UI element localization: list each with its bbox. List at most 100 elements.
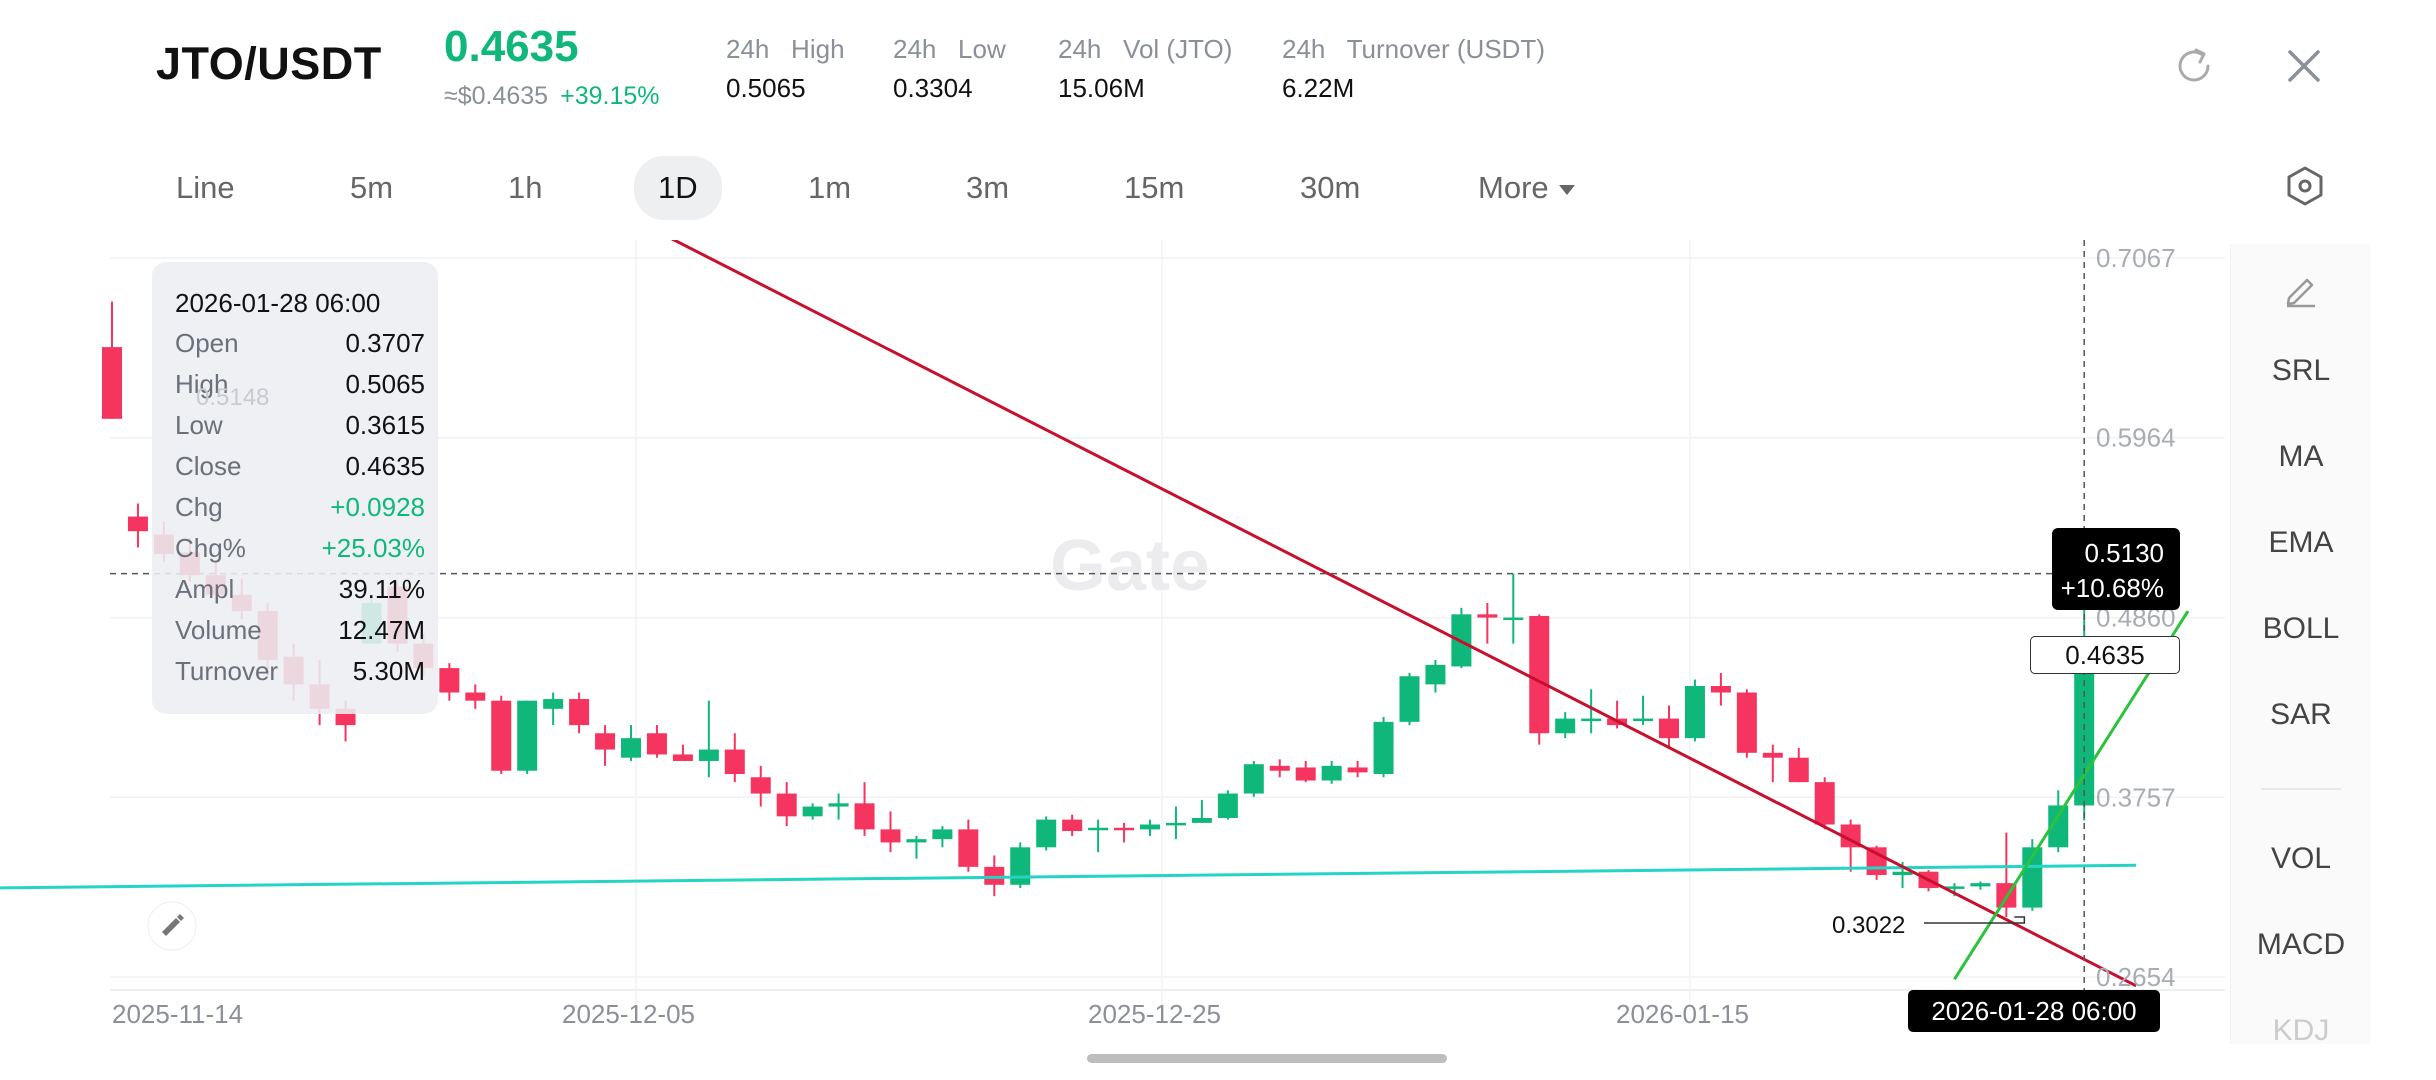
close-icon[interactable] (2282, 44, 2326, 88)
candle-body-up (621, 738, 641, 758)
gate-watermark: Gate (1050, 526, 1210, 606)
tooltip-row-close: Close 0.4635 (175, 451, 425, 482)
candle-body-down (569, 699, 590, 726)
candle-body-down (1477, 614, 1498, 618)
candle-body-down (595, 733, 616, 750)
tooltip-row-high: High 0.5065 (175, 369, 425, 400)
indicator-macd[interactable]: MACD (2256, 928, 2346, 961)
candle-body-up (1503, 617, 1524, 621)
timeframe-1h[interactable]: 1h (508, 170, 543, 205)
candle-body-down (958, 829, 979, 867)
candle-body-down (1659, 718, 1679, 739)
stat-label: 24h High (726, 34, 845, 64)
candle-body-up (517, 700, 538, 771)
more-timeframes-dropdown[interactable]: More (1454, 164, 1599, 212)
crosshair-date-badge: 2026-01-28 06:00 (1908, 990, 2160, 1032)
candle-body-up (1243, 764, 1264, 794)
caret-down-icon (1558, 184, 1575, 195)
candle-body-up (932, 829, 953, 840)
tooltip-row-chg-pct: Chg% +25.03% (175, 533, 425, 564)
refresh-icon[interactable] (2172, 44, 2216, 88)
candle-body-up (1088, 827, 1109, 831)
timeframe-3m[interactable]: 3m (966, 170, 1010, 205)
tooltip-row-ampl: Ampl 39.11% (175, 574, 425, 605)
row-key: Open (175, 328, 239, 358)
row-key: Turnover (175, 656, 279, 686)
timeframe-line[interactable]: Line (176, 170, 235, 205)
x-tick-label: 2025-11-14 (112, 999, 243, 1029)
row-value: 0.5065 (345, 369, 425, 399)
indicator-vol[interactable]: VOL (2270, 842, 2332, 875)
x-tick-label: 2025-12-25 (1088, 999, 1221, 1029)
row-value: 0.3615 (345, 410, 425, 440)
stat-24h-turnover: 24h Turnover (USDT) 6.22M (1282, 34, 1545, 104)
candle-body-down (880, 829, 901, 843)
row-key: Low (175, 410, 223, 440)
candle-body-up (1036, 819, 1057, 848)
candle-body-down (1269, 765, 1290, 771)
candle-body-up (1425, 664, 1446, 685)
home-indicator[interactable] (1087, 1054, 1447, 1063)
indicator-boll[interactable]: BOLL (2262, 612, 2340, 645)
candle-body-up (1684, 686, 1705, 739)
candle-body-down (1347, 767, 1368, 773)
row-key: Close (175, 451, 242, 481)
y-tick-label: 0.5964 (2096, 423, 2176, 453)
indicator-ema[interactable]: EMA (2268, 526, 2334, 559)
y-tick-label: 0.7067 (2096, 243, 2176, 273)
fiat-price: ≈$0.4635 (444, 82, 549, 110)
draw-mode-icon[interactable] (146, 900, 198, 952)
row-key: High (175, 369, 229, 399)
candle-body-down (102, 347, 122, 419)
stat-label: 24h Vol (JTO) (1058, 34, 1233, 64)
candle-body-up (543, 699, 564, 709)
indicator-srl[interactable]: SRL (2271, 354, 2331, 387)
candle-body-up (1165, 822, 1186, 826)
row-value: 12.47M (338, 615, 425, 645)
tooltip-date: 2026-01-28 06:00 (175, 288, 381, 318)
y-tick-label: 0.3757 (2096, 782, 2176, 812)
candle-body-down (127, 516, 148, 532)
stat-value: 6.22M (1282, 73, 1355, 103)
x-tick-label: 2026-01-15 (1616, 999, 1749, 1029)
last-price-badge: 0.4635 (2030, 636, 2180, 674)
pencil-icon[interactable] (2281, 268, 2321, 308)
candle-body-up (1944, 886, 1965, 889)
candle-body-up (1970, 883, 1991, 887)
row-value: 39.11% (338, 574, 425, 604)
chart-settings-hexagon-icon[interactable] (2284, 164, 2326, 208)
row-value: 5.30M (352, 656, 425, 686)
timeframe-5m[interactable]: 5m (350, 170, 394, 205)
pair-title[interactable]: JTO/USDT (156, 38, 382, 89)
timeframe-1d[interactable]: 1D (634, 156, 722, 220)
x-axis: 2025-11-14 2025-12-05 2025-12-25 2026-01-15 (112, 999, 1749, 1029)
timeframe-1m[interactable]: 1m (808, 170, 852, 205)
candle-body-up (1140, 824, 1160, 830)
indicator-sar[interactable]: SAR (2270, 698, 2332, 731)
crosshair-price: 0.5130 (2084, 538, 2164, 568)
indicator-ma[interactable]: MA (2278, 440, 2324, 473)
low-marker-label: 0.3022 (1832, 912, 1906, 939)
candle-body-down (672, 754, 693, 761)
candle-body-up (1399, 676, 1420, 722)
fiat-price-line: ≈$0.4635 +39.15% (444, 82, 659, 111)
indicator-kdj[interactable]: KDJ (2272, 1014, 2330, 1047)
row-value: +0.0928 (330, 492, 425, 522)
timeframe-15m[interactable]: 15m (1124, 170, 1185, 205)
row-key: Chg% (175, 533, 246, 563)
stat-24h-volume: 24h Vol (JTO) 15.06M (1058, 34, 1232, 104)
sidebar-divider (2261, 788, 2341, 790)
candle-body-up (828, 803, 849, 807)
chart-grid (110, 240, 2225, 1010)
candle-body-up (1010, 847, 1031, 885)
candle-body-down (1114, 827, 1135, 831)
candle-body-up (1633, 718, 1654, 722)
indicator-sidebar: SRL MA EMA BOLL SAR VOL MACD KDJ (2230, 244, 2371, 1047)
stat-label: 24h Low (893, 34, 1006, 64)
stat-24h-high: 24h High 0.5065 (726, 34, 845, 104)
stat-label: 24h Turnover (USDT) (1282, 34, 1545, 64)
timeframe-30m[interactable]: 30m (1300, 170, 1361, 205)
candle-body-down (646, 733, 667, 755)
row-key: Chg (175, 492, 223, 522)
